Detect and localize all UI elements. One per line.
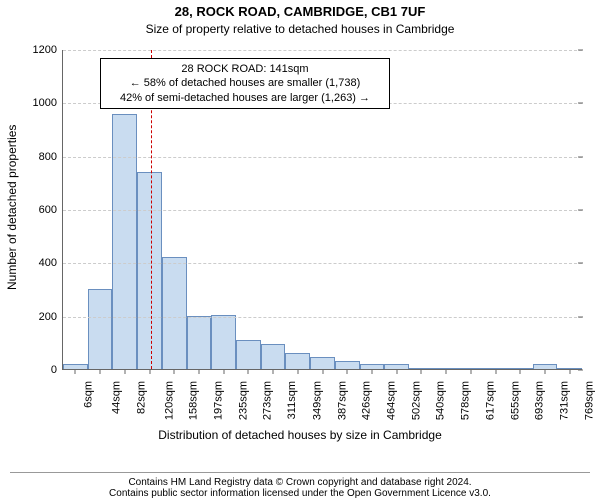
histogram-bar [162, 257, 187, 369]
x-tick: 655sqm [483, 369, 508, 419]
footer-line2: Contains public sector information licen… [10, 488, 590, 499]
x-tick: 617sqm [459, 369, 484, 419]
x-tick: 578sqm [434, 369, 459, 419]
x-tick-mark [198, 369, 199, 374]
x-tick-mark [495, 369, 496, 374]
histogram-bar [310, 357, 335, 369]
annotation-line1: 28 ROCK ROAD: 141sqm [107, 62, 383, 76]
y-tick-label: 600 [39, 204, 63, 216]
y-tick-label: 200 [39, 311, 63, 323]
x-tick: 235sqm [211, 369, 236, 419]
gridline [63, 263, 582, 264]
chart-title-address: 28, ROCK ROAD, CAMBRIDGE, CB1 7UF [0, 4, 600, 19]
x-tick-mark [421, 369, 422, 374]
annotation-line2: ← 58% of detached houses are smaller (1,… [107, 76, 383, 90]
x-tick-mark [149, 369, 150, 374]
y-tick-label: 1000 [33, 97, 63, 109]
histogram-bar [137, 172, 162, 369]
y-tick-label: 400 [39, 257, 63, 269]
x-tick-mark [371, 369, 372, 374]
x-tick-mark [446, 369, 447, 374]
y-tick-mark [578, 210, 583, 211]
histogram-bar [187, 316, 212, 369]
x-tick: 158sqm [162, 369, 187, 419]
x-tick-mark [223, 369, 224, 374]
y-tick-label: 1200 [33, 44, 63, 56]
annotation-line3: 42% of semi-detached houses are larger (… [107, 91, 383, 105]
x-tick-mark [396, 369, 397, 374]
histogram-bar [211, 315, 236, 369]
x-axis-label: Distribution of detached houses by size … [0, 428, 600, 442]
gridline [63, 50, 582, 51]
x-tick: 387sqm [310, 369, 335, 419]
histogram-bar [285, 353, 310, 369]
histogram-chart: 28, ROCK ROAD, CAMBRIDGE, CB1 7UF Size o… [0, 0, 600, 500]
gridline [63, 157, 582, 158]
footer-line1: Contains HM Land Registry data © Crown c… [10, 477, 590, 488]
y-tick-mark [578, 263, 583, 264]
x-tick-mark [520, 369, 521, 374]
x-ticks-container: 6sqm44sqm82sqm120sqm158sqm197sqm235sqm27… [63, 369, 582, 419]
y-tick-label: 800 [39, 151, 63, 163]
x-tick-mark [322, 369, 323, 374]
y-axis-label: Number of detached properties [5, 125, 19, 290]
histogram-bar [236, 340, 261, 369]
x-tick: 82sqm [112, 369, 137, 419]
y-tick-mark [578, 103, 583, 104]
chart-subtitle: Size of property relative to detached ho… [0, 22, 600, 36]
x-tick-mark [273, 369, 274, 374]
y-tick-mark [578, 156, 583, 157]
x-tick: 693sqm [508, 369, 533, 419]
x-tick: 426sqm [335, 369, 360, 419]
x-tick-mark [124, 369, 125, 374]
y-tick-mark [578, 316, 583, 317]
histogram-bar [261, 344, 286, 369]
chart-footer: Contains HM Land Registry data © Crown c… [10, 472, 590, 499]
x-tick: 44sqm [88, 369, 113, 419]
x-tick-mark [75, 369, 76, 374]
histogram-bar [88, 289, 113, 369]
x-tick: 197sqm [187, 369, 212, 419]
x-tick-label: 769sqm [583, 381, 595, 420]
x-tick: 273sqm [236, 369, 261, 419]
x-tick-mark [248, 369, 249, 374]
annotation-box: 28 ROCK ROAD: 141sqm ← 58% of detached h… [100, 58, 390, 109]
gridline [63, 210, 582, 211]
x-tick: 311sqm [261, 369, 286, 419]
y-tick-mark [578, 370, 583, 371]
x-tick-mark [347, 369, 348, 374]
x-tick-mark [470, 369, 471, 374]
x-tick: 464sqm [360, 369, 385, 419]
x-tick: 120sqm [137, 369, 162, 419]
x-tick: 540sqm [409, 369, 434, 419]
x-tick-mark [569, 369, 570, 374]
histogram-bar [335, 361, 360, 369]
x-tick: 6sqm [63, 369, 88, 419]
x-tick-mark [100, 369, 101, 374]
x-tick: 502sqm [384, 369, 409, 419]
y-tick-mark [578, 50, 583, 51]
x-tick: 349sqm [285, 369, 310, 419]
x-tick-mark [545, 369, 546, 374]
x-tick: 769sqm [557, 369, 582, 419]
x-tick-mark [297, 369, 298, 374]
x-tick-mark [174, 369, 175, 374]
histogram-bar [112, 114, 137, 369]
gridline [63, 317, 582, 318]
y-tick-label: 0 [51, 364, 63, 376]
x-tick: 731sqm [533, 369, 558, 419]
